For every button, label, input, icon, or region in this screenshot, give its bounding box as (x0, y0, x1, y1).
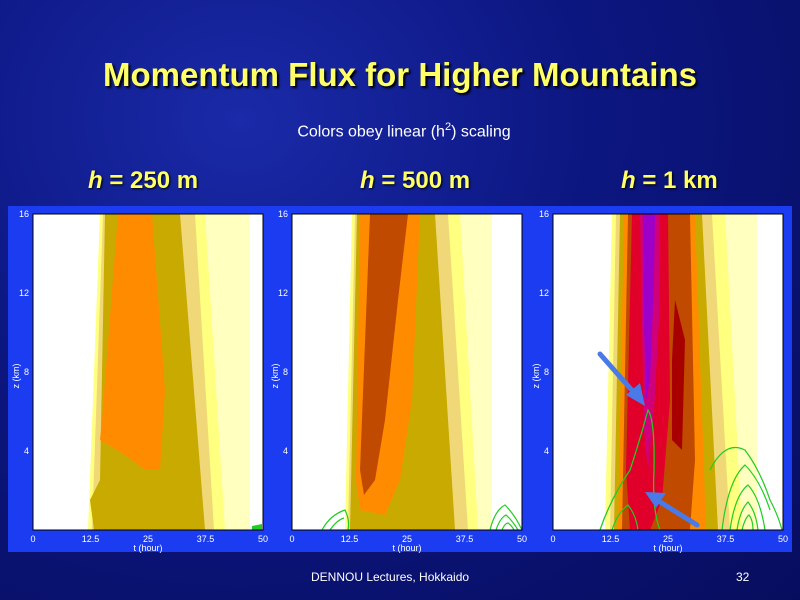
panel-label-1: h = 250 m (88, 167, 198, 195)
x-tick-label: 37.5 (456, 534, 474, 544)
annotation-arrow-lower (645, 492, 700, 528)
x-tick-label: 50 (517, 534, 527, 544)
x-tick-label: 37.5 (717, 534, 735, 544)
y-tick-label: 4 (544, 446, 549, 456)
contour-line (599, 408, 661, 531)
footer-text: DENNOU Lectures, Hokkaido (311, 570, 470, 584)
panel-label-text: = 250 m (102, 167, 199, 194)
contour-plot-1 (32, 213, 264, 531)
contour-band (672, 300, 685, 450)
contour-line (721, 464, 771, 531)
x-tick-label: 25 (402, 534, 412, 544)
contour-plot-3 (552, 213, 784, 531)
panel-label-var: h (621, 167, 636, 194)
panel-label-text: = 500 m (374, 167, 471, 194)
x-tick-label: 37.5 (197, 534, 215, 544)
y-tick-label: 12 (539, 288, 549, 298)
y-tick-label: 16 (539, 209, 549, 219)
y-axis-label: z (km) (11, 364, 21, 389)
contour-line (611, 504, 639, 531)
x-tick-label: 50 (778, 534, 788, 544)
slide-title: Momentum Flux for Higher Mountains (103, 56, 697, 93)
contour-band (643, 214, 655, 400)
x-tick-label: 12.5 (341, 534, 359, 544)
x-axis-label: t (hour) (133, 543, 162, 553)
plot-frame (32, 213, 264, 531)
contour-line (329, 517, 345, 531)
subtitle-suffix: ) scaling (451, 123, 511, 141)
plot-frame (552, 213, 784, 531)
x-tick-label: 0 (289, 534, 294, 544)
y-tick-label: 12 (19, 288, 29, 298)
axes-layer: 0 12.5 25 37.5 50 t (hour) 4 8 12 16 z (km) 0 12.5 25… (11, 209, 788, 553)
contour-line (741, 514, 754, 531)
x-tick-label: 0 (550, 534, 555, 544)
panel-label-3: h = 1 km (621, 167, 718, 195)
y-axis-label: z (km) (270, 364, 280, 389)
slide-subtitle: Colors obey linear (h2) scaling (0, 121, 800, 141)
page-number: 32 (736, 570, 750, 584)
plot-frame (291, 213, 523, 531)
y-tick-label: 16 (19, 209, 29, 219)
annotation-arrow-upper (597, 351, 645, 406)
y-tick-label: 4 (24, 446, 29, 456)
x-tick-label: 0 (30, 534, 35, 544)
x-axis-label: t (hour) (653, 543, 682, 553)
x-tick-label: 25 (143, 534, 153, 544)
x-tick-label: 25 (663, 534, 673, 544)
contour-line (321, 509, 350, 531)
y-tick-label: 8 (24, 367, 29, 377)
y-tick-label: 8 (283, 367, 288, 377)
x-axis-label: t (hour) (392, 543, 421, 553)
panel-label-var: h (360, 167, 375, 194)
contour-line (495, 514, 519, 531)
panel-label-text: = 1 km (635, 167, 718, 194)
contour-band (360, 214, 408, 495)
panel-label-var: h (88, 167, 103, 194)
y-axis-label: z (km) (531, 364, 541, 389)
x-tick-label: 50 (258, 534, 268, 544)
contour-line (489, 504, 523, 531)
subtitle-superscript: 2 (444, 121, 452, 133)
contour-line (252, 524, 262, 530)
contour-line (501, 522, 515, 531)
y-tick-label: 8 (544, 367, 549, 377)
y-tick-label: 4 (283, 446, 288, 456)
subtitle-prefix: Colors obey linear (h (297, 123, 445, 141)
y-tick-label: 12 (278, 288, 288, 298)
contour-band (100, 214, 165, 470)
x-tick-label: 12.5 (602, 534, 620, 544)
x-tick-label: 12.5 (82, 534, 100, 544)
contour-line (729, 484, 766, 531)
contour-line (709, 446, 783, 531)
y-tick-label: 16 (278, 209, 288, 219)
contour-line (736, 501, 759, 531)
contour-plot-2 (291, 213, 523, 531)
panel-label-2: h = 500 m (360, 167, 470, 195)
